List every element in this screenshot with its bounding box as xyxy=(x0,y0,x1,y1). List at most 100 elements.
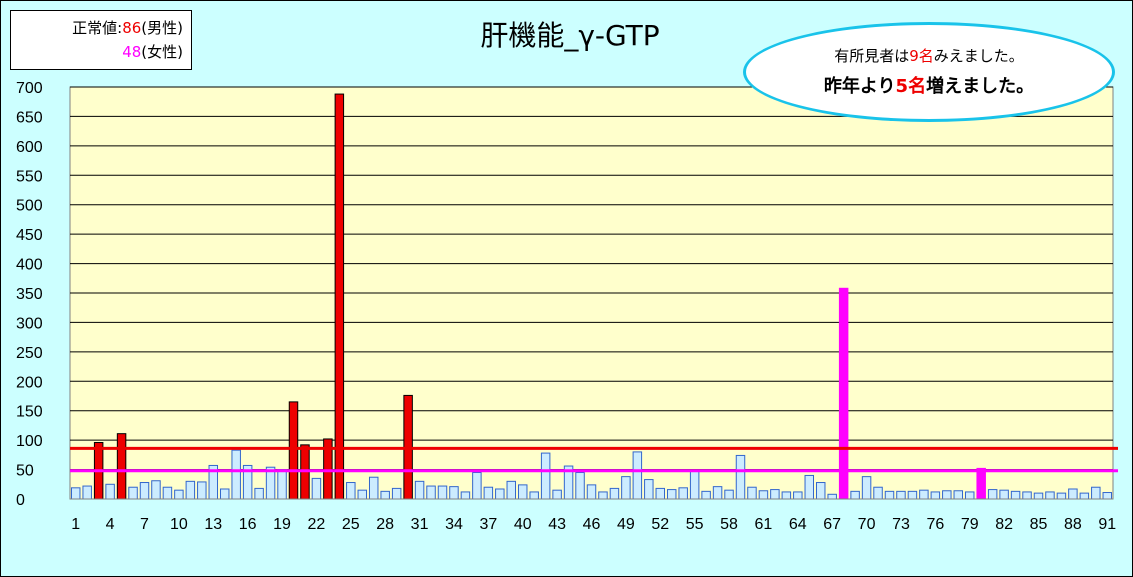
bar xyxy=(701,490,711,500)
bar xyxy=(666,489,677,500)
x-tick-label: 25 xyxy=(342,516,360,533)
bar xyxy=(724,489,734,500)
x-tick-label: 34 xyxy=(445,516,463,533)
y-tick-label: 250 xyxy=(16,345,43,362)
y-tick-label: 450 xyxy=(16,227,43,244)
y-tick-label: 600 xyxy=(16,139,43,156)
y-axis-ticks: 0 50 100 150 200 250 300 350 400 450 500 550 600 650 7… xyxy=(16,80,43,509)
callout-line2-suffix: 増えました。 xyxy=(926,76,1035,97)
bar xyxy=(850,490,860,500)
bar xyxy=(391,487,402,500)
callout-line1-suffix: みえました。 xyxy=(933,47,1024,65)
bar xyxy=(815,482,826,500)
bar xyxy=(288,401,299,500)
y-tick-label: 300 xyxy=(16,315,43,332)
callout-line2-prefix: 昨年より xyxy=(823,76,896,97)
bar xyxy=(1033,492,1044,500)
bar xyxy=(139,482,150,500)
x-tick-label: 7 xyxy=(140,516,149,533)
x-tick-label: 49 xyxy=(617,516,635,533)
bar xyxy=(1068,488,1078,500)
y-tick-label: 550 xyxy=(16,168,43,185)
legend-label: 正常値: xyxy=(72,19,123,37)
bar xyxy=(277,469,287,500)
bar xyxy=(1010,490,1021,500)
bar xyxy=(609,487,620,500)
callout-line1-prefix: 有所見者は xyxy=(834,47,910,65)
x-tick-label: 61 xyxy=(755,516,773,533)
bar xyxy=(162,486,173,500)
x-tick-label: 82 xyxy=(995,516,1013,533)
legend-female-row: 48(女性) xyxy=(11,40,183,64)
bar xyxy=(105,483,115,500)
bar xyxy=(357,489,368,500)
bar xyxy=(907,490,918,500)
bar xyxy=(942,490,952,500)
bar xyxy=(1045,491,1055,500)
x-tick-label: 73 xyxy=(892,516,910,533)
bar xyxy=(368,476,379,500)
bar xyxy=(964,491,975,500)
bar xyxy=(472,472,482,500)
bar xyxy=(861,476,872,500)
x-tick-label: 52 xyxy=(651,516,669,533)
x-tick-label: 88 xyxy=(1064,516,1082,533)
bar xyxy=(495,488,505,500)
legend-male-row: 正常値:86(男性) xyxy=(11,16,183,40)
bar xyxy=(460,491,471,500)
x-tick-label: 76 xyxy=(926,516,944,533)
x-tick-label: 28 xyxy=(376,516,394,533)
callout-line-2: 昨年より5名増えました。 xyxy=(746,72,1112,98)
x-tick-label: 31 xyxy=(411,516,429,533)
bar xyxy=(529,491,539,500)
normal-range-legend: 正常値:86(男性) 48(女性) xyxy=(10,10,192,70)
x-tick-label: 79 xyxy=(961,516,979,533)
bar xyxy=(873,486,883,500)
bar xyxy=(575,472,585,500)
y-tick-label: 50 xyxy=(16,463,34,480)
chart-title: 肝機能_γ-GTP xyxy=(480,19,660,52)
callout-line1-count: 9名 xyxy=(909,47,934,65)
bar xyxy=(1056,492,1067,500)
y-tick-label: 650 xyxy=(16,109,43,126)
bar xyxy=(483,486,494,500)
bar xyxy=(586,484,597,500)
y-tick-label: 150 xyxy=(16,404,43,421)
bar xyxy=(987,489,998,500)
bar xyxy=(644,479,654,500)
bar xyxy=(426,485,436,500)
x-tick-label: 19 xyxy=(273,516,291,533)
bar xyxy=(747,486,757,500)
bar xyxy=(953,490,964,500)
bar xyxy=(930,491,941,500)
bar xyxy=(70,487,81,500)
bar xyxy=(655,487,666,500)
x-tick-label: 46 xyxy=(583,516,601,533)
x-tick-label: 16 xyxy=(239,516,257,533)
y-tick-label: 700 xyxy=(16,80,43,97)
x-tick-label: 85 xyxy=(1030,516,1048,533)
threshold-lines xyxy=(70,446,1118,500)
x-tick-label: 67 xyxy=(823,516,841,533)
legend-female-value: 48 xyxy=(122,43,142,61)
x-tick-label: 13 xyxy=(204,516,222,533)
bar xyxy=(219,488,230,500)
bar xyxy=(621,476,631,500)
bar xyxy=(827,493,837,500)
bar xyxy=(552,489,562,500)
bar xyxy=(116,433,127,500)
bar xyxy=(781,491,792,500)
bar xyxy=(770,489,780,500)
bar xyxy=(598,491,608,500)
bar xyxy=(896,490,906,500)
bar xyxy=(185,480,196,500)
x-tick-label: 37 xyxy=(479,516,497,533)
bar xyxy=(712,486,723,500)
x-tick-label: 43 xyxy=(548,516,566,533)
bar xyxy=(506,480,517,500)
x-axis-ticks: 1 4 7 10 13 16 19 22 25 28 31 34 37 40 43 46 49 52 55 58 61 6… xyxy=(71,516,1116,533)
legend-male-value: 86 xyxy=(122,19,142,37)
bar xyxy=(632,451,643,500)
y-tick-label: 200 xyxy=(16,374,43,391)
x-tick-label: 91 xyxy=(1098,516,1116,533)
